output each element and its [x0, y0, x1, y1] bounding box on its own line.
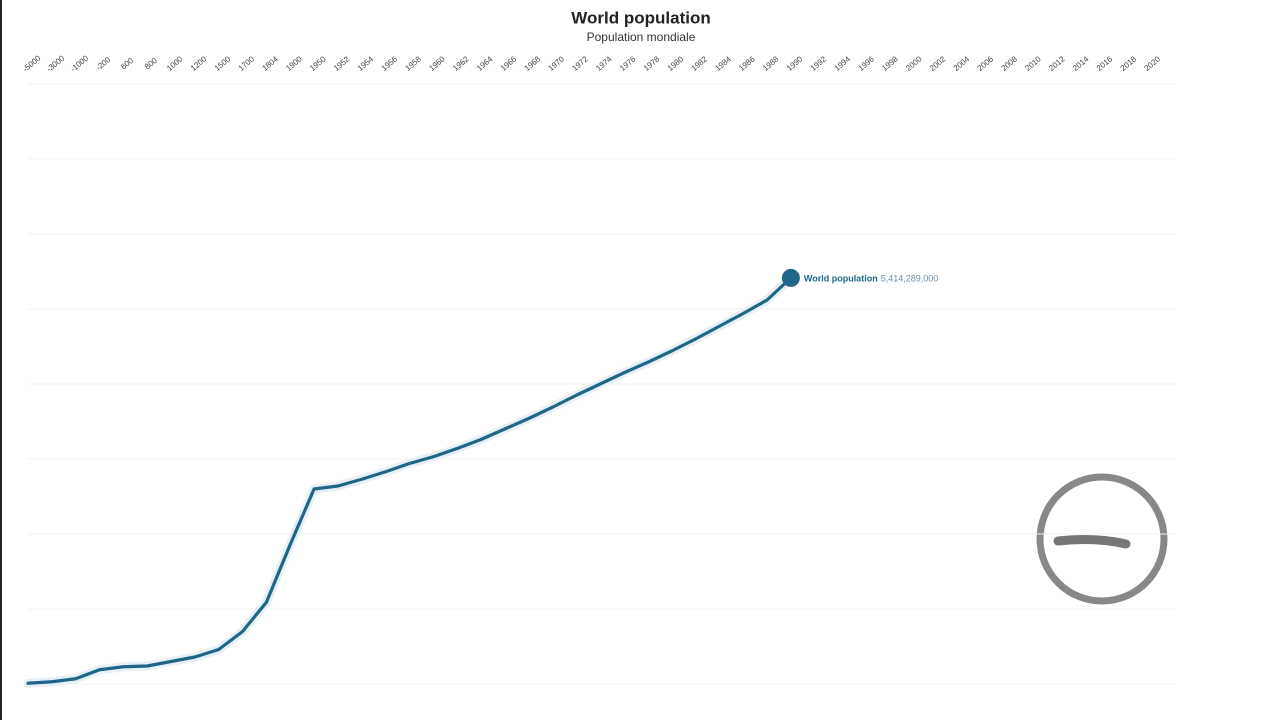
x-tick-label: 2020 — [1143, 54, 1163, 73]
x-tick-label: 1982 — [690, 54, 710, 73]
x-tick-label: 1000 — [165, 54, 185, 73]
x-tick-label: 1966 — [499, 54, 519, 73]
loading-spinner — [1036, 473, 1168, 605]
x-tick-label: 1992 — [809, 54, 829, 73]
x-tick-label: 2004 — [952, 54, 972, 73]
x-tick-label: 1996 — [856, 54, 876, 73]
x-tick-label: 2014 — [1071, 54, 1091, 73]
x-tick-label: 800 — [143, 56, 159, 72]
series-label: World population — [804, 273, 878, 283]
x-tick-label: 1998 — [880, 54, 900, 73]
x-tick-label: 1990 — [785, 54, 805, 73]
x-tick-label: 2016 — [1095, 54, 1115, 73]
x-tick-label: 1700 — [237, 54, 257, 73]
left-edge — [0, 0, 2, 720]
x-tick-label: 2018 — [1119, 54, 1139, 73]
x-tick-label: 1984 — [713, 54, 733, 73]
x-tick-label: 2002 — [928, 54, 948, 73]
x-tick-label: 1960 — [427, 54, 447, 73]
x-tick-label: 2012 — [1047, 54, 1067, 73]
x-tick-label: 1976 — [618, 54, 638, 73]
line-halo — [23, 273, 796, 688]
x-tick-label: 1952 — [332, 54, 352, 73]
x-tick-label: 1200 — [189, 54, 209, 73]
x-tick-label: 1972 — [570, 54, 590, 73]
x-tick-label: 1950 — [308, 54, 328, 73]
x-tick-label: 1954 — [356, 54, 376, 73]
x-tick-label: 1500 — [213, 54, 233, 73]
x-tick-label: 1986 — [737, 54, 757, 73]
x-tick-label: -200 — [94, 55, 112, 73]
x-tick-label: 1968 — [523, 54, 543, 73]
x-tick-label: -3000 — [45, 53, 67, 73]
x-tick-label: 1988 — [761, 54, 781, 73]
x-tick-label: 1804 — [260, 54, 280, 73]
x-tick-label: 1956 — [380, 54, 400, 73]
x-tick-label: 1964 — [475, 54, 495, 73]
x-tick-label: 1970 — [547, 54, 567, 73]
chart-title: World population — [571, 8, 710, 27]
x-tick-label: 2010 — [1023, 54, 1043, 73]
x-tick-label: 1958 — [403, 54, 423, 73]
x-tick-label: 1900 — [284, 54, 304, 73]
x-tick-label: 2008 — [999, 54, 1019, 73]
x-tick-label: 1980 — [666, 54, 686, 73]
x-tick-label: 2006 — [976, 54, 996, 73]
value-label: 5,414,289,000 — [881, 273, 939, 283]
x-tick-label: 1978 — [642, 54, 662, 73]
chart-subtitle: Population mondiale — [587, 30, 696, 44]
x-tick-label: 1974 — [594, 54, 614, 73]
x-tick-label: 1962 — [451, 54, 471, 73]
x-tick-label: 2000 — [904, 54, 924, 73]
end-point — [781, 268, 800, 287]
line — [26, 276, 793, 685]
x-tick-label: -1000 — [69, 53, 91, 73]
x-tick-label: 600 — [119, 56, 135, 72]
x-tick-label: 1994 — [833, 54, 853, 73]
x-tick-label: -5000 — [21, 53, 43, 73]
